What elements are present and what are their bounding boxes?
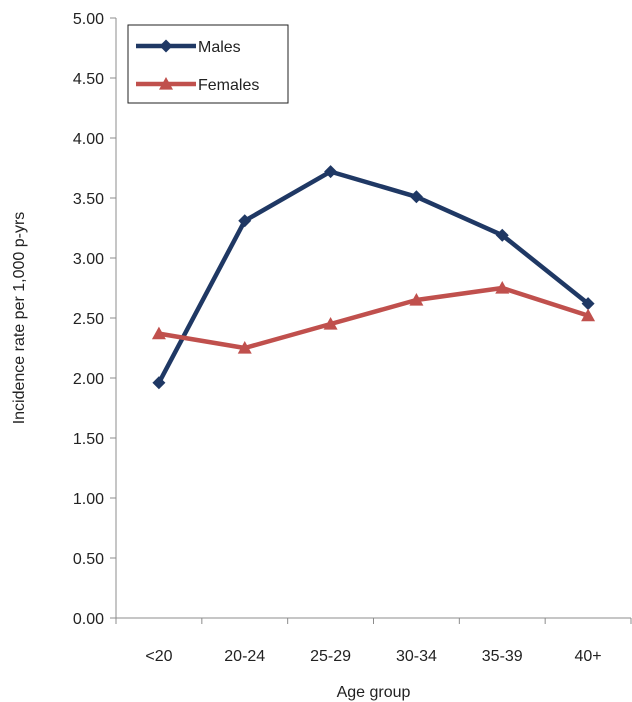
legend-label-males: Males <box>198 39 241 56</box>
legend-box <box>127 24 289 104</box>
legend-item-males: Males <box>136 39 241 56</box>
y-tick-label: 1.00 <box>73 491 104 508</box>
legend-marker-males <box>159 39 173 53</box>
series-males <box>152 165 595 390</box>
data-point-females <box>409 293 424 306</box>
series-line-females <box>158 285 589 351</box>
x-tick-label: 20-24 <box>224 648 265 665</box>
y-tick-label: 4.50 <box>73 71 104 88</box>
y-tick-label: 5.00 <box>73 11 104 28</box>
data-point-females <box>237 341 252 354</box>
data-point-females <box>151 326 166 340</box>
data-point-males <box>495 228 509 242</box>
ticks: 0.00 0.50 1.00 1.50 2.00 2.50 3.00 3.50 4.00 4.50… <box>73 11 632 665</box>
x-tick-label: 40+ <box>575 648 602 665</box>
data-point-females <box>495 281 510 294</box>
y-tick-label: 4.00 <box>73 131 104 148</box>
data-point-females <box>323 317 338 330</box>
x-tick-label: <20 <box>145 648 172 665</box>
y-tick-label: 1.50 <box>73 431 104 448</box>
x-axis-title: Age group <box>337 684 411 701</box>
data-point-males <box>238 214 252 228</box>
legend-item-females: Females <box>136 77 259 94</box>
legend-label-females: Females <box>198 77 259 94</box>
y-axis-title: Incidence rate per 1,000 p-yrs <box>11 212 28 425</box>
data-point-females <box>581 308 596 322</box>
y-tick-label: 0.50 <box>73 551 104 568</box>
x-tick-label: 25-29 <box>310 648 351 665</box>
series-line-males <box>156 169 590 384</box>
data-point-males <box>581 297 595 311</box>
data-point-males <box>324 165 338 179</box>
x-tick-label: 30-34 <box>396 648 437 665</box>
y-tick-label: 3.00 <box>73 251 104 268</box>
y-tick-label: 2.50 <box>73 311 104 328</box>
y-tick-label: 3.50 <box>73 191 104 208</box>
x-tick-label: 35-39 <box>482 648 523 665</box>
y-tick-label: 2.00 <box>73 371 104 388</box>
series <box>151 165 596 390</box>
legend: Males Females <box>127 24 289 104</box>
legend-marker-females <box>159 77 173 90</box>
y-tick-label: 0.00 <box>73 611 104 628</box>
data-point-males <box>409 190 423 204</box>
data-point-males <box>152 376 166 390</box>
series-females <box>151 281 596 354</box>
